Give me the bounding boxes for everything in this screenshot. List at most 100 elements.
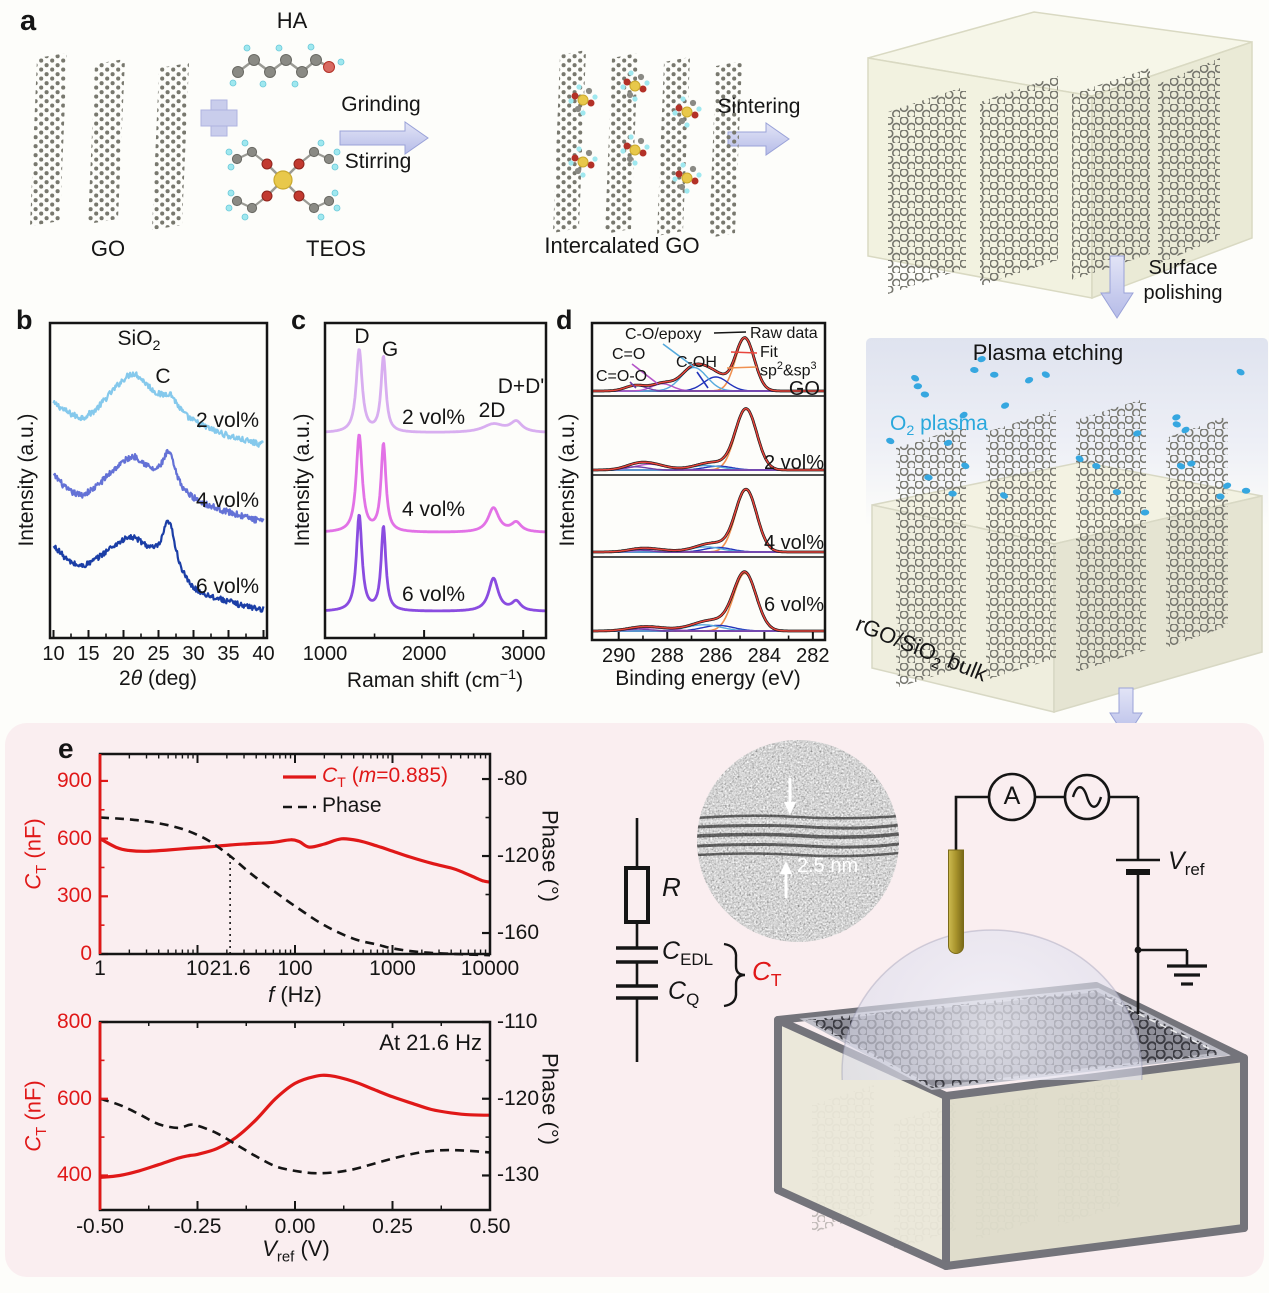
- arrow-right-icon: [339, 121, 429, 155]
- curve-Phase: [99, 816, 491, 957]
- o2-plasma-dot: [1092, 463, 1101, 470]
- x-tick-label: 10: [185, 957, 210, 980]
- y-tick-label: -160: [497, 921, 540, 945]
- series-label: 4 vol%: [196, 489, 260, 512]
- plasma-etching-title: Plasma etching: [972, 340, 1124, 365]
- peak-label: 2D: [478, 399, 506, 422]
- y-tick-label: 0: [80, 942, 92, 966]
- intercalant-molecule: [568, 146, 598, 178]
- panel-a-schematic: [30, 43, 1134, 319]
- x-tick-label: 21.6: [209, 957, 251, 980]
- gold-electrode: [948, 849, 964, 954]
- xps-fit: [592, 407, 825, 471]
- x-tick-label: -0.50: [76, 1215, 124, 1238]
- y-axis-title: Intensity (a.u.): [556, 413, 580, 547]
- x-tick-label: 35: [217, 643, 240, 665]
- o2-plasma-dot: [1133, 430, 1142, 437]
- o2-plasma-dot: [1172, 414, 1181, 421]
- y-tick-label: -130: [497, 1163, 540, 1187]
- go-label: GO: [90, 236, 126, 261]
- callout-line: [730, 351, 758, 354]
- y-axis-title-left: CT (nF): [20, 818, 50, 890]
- x-tick-label: 10: [42, 643, 65, 665]
- x-tick-label: 2000: [401, 643, 447, 665]
- xrd-chart: [52, 371, 265, 638]
- series-label: 2 vol%: [763, 452, 824, 474]
- x-tick-label: 0.50: [469, 1215, 511, 1238]
- panel-tag-b: b: [16, 305, 33, 335]
- xps-legend: Fit: [760, 344, 778, 361]
- intercalant-molecule: [620, 134, 650, 166]
- series-label: 6 vol%: [402, 583, 466, 606]
- plot-frame: [98, 752, 492, 956]
- plot-frame: [590, 321, 827, 642]
- o2-plasma-dot: [920, 391, 930, 398]
- o2-plasma-dot: [1236, 368, 1245, 376]
- raman-curve: [324, 433, 547, 534]
- x-axis-title: Binding energy (eV): [615, 667, 801, 690]
- callout-line: [629, 381, 637, 389]
- y-tick-label: 600: [56, 1086, 92, 1110]
- callout-line: [713, 331, 747, 334]
- ammeter-label: A: [1003, 781, 1021, 810]
- plot-frame: [98, 1020, 492, 1212]
- xps-legend: Raw data: [750, 325, 818, 342]
- x-tick-label: 282: [796, 645, 830, 667]
- y-tick-label: -110: [497, 1010, 538, 1034]
- ac-source-icon: [1063, 773, 1111, 821]
- xrd-curve: [52, 519, 265, 613]
- x-tick-label: 10000: [460, 957, 520, 980]
- o2-plasma-dot: [1075, 455, 1084, 463]
- x-axis-title: f (Hz): [268, 982, 322, 1007]
- series-label: 4 vol%: [763, 532, 824, 554]
- intercalant-molecule: [568, 84, 598, 116]
- resistor-label: R: [662, 872, 681, 902]
- x-tick-label: 288: [650, 645, 684, 667]
- si-atom: [273, 170, 293, 190]
- graphene-sheet: [888, 86, 966, 294]
- o2-plasma-dot: [913, 383, 923, 390]
- ha-label: HA: [276, 8, 308, 33]
- sintered-cube-3d: [867, 11, 1253, 300]
- graphene-sheet: [986, 410, 1056, 680]
- panel-tag-e: e: [58, 733, 74, 764]
- x-tick-label: 100: [277, 957, 313, 980]
- go-sheet: [152, 63, 189, 230]
- go-sheet: [30, 53, 67, 226]
- x-tick-label: 3000: [500, 643, 546, 665]
- ammeter-icon: [987, 772, 1037, 822]
- x-axis-title: Vref (V): [262, 1236, 330, 1266]
- callout-line: [662, 343, 695, 368]
- intercalant-molecule: [672, 162, 702, 194]
- y-tick-label: -120: [497, 1086, 540, 1110]
- teos-label: TEOS: [306, 236, 366, 261]
- xps-fit: [592, 570, 825, 632]
- xps-fit: [592, 336, 825, 392]
- y-axis-title-right: Phase (°): [537, 1053, 563, 1145]
- y-tick-label: 300: [56, 884, 92, 908]
- legend-phase: Phase: [322, 794, 382, 817]
- x-tick-label: 40: [252, 643, 275, 665]
- xrd-curve: [52, 448, 265, 524]
- o2-plasma-dot: [1187, 460, 1196, 467]
- xps-legend: sp2&sp3: [760, 360, 817, 380]
- x-tick-label: 0.25: [372, 1215, 413, 1238]
- cell-3d: [774, 929, 1248, 1270]
- xps-annotation: C-OH: [676, 354, 717, 371]
- series-label: 4 vol%: [402, 498, 466, 521]
- arrow-down-icon: [1100, 255, 1134, 319]
- o2-plasma-dot: [1241, 487, 1251, 494]
- series-label: 6 vol%: [763, 594, 824, 616]
- series-label: GO: [788, 378, 820, 400]
- panel-tag-a: a: [20, 5, 37, 37]
- go-sheet: [657, 57, 690, 236]
- y-axis-title: Intensity (a.u.): [15, 413, 39, 547]
- c-q-label: CQ: [668, 977, 700, 1009]
- x-tick-label: 284: [747, 645, 781, 667]
- y-axis-title-left: CT (nF): [20, 1080, 50, 1152]
- series-label: 2 vol%: [196, 409, 260, 432]
- curve-Phase: [99, 1097, 491, 1175]
- peak-label: SiO2: [117, 327, 161, 355]
- panel-tag-d: d: [556, 305, 573, 335]
